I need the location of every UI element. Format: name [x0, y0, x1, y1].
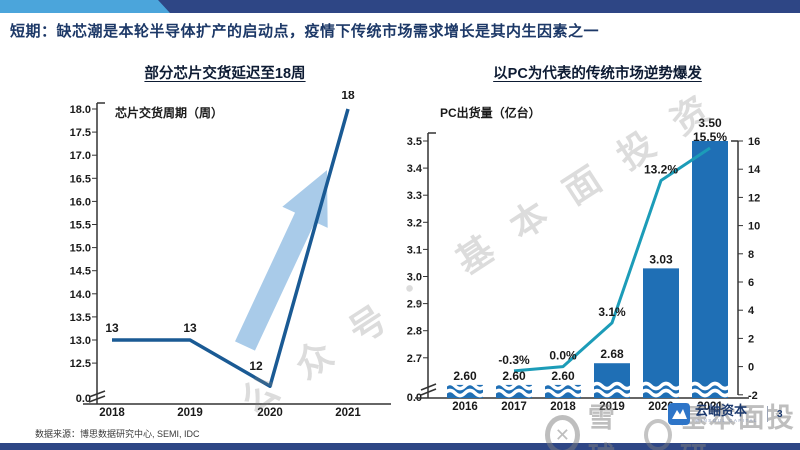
pc-shipment-bar — [643, 268, 679, 398]
svg-text:2021: 2021 — [697, 401, 723, 413]
bar-break-wave — [590, 388, 634, 398]
svg-text:12.5: 12.5 — [70, 358, 91, 370]
svg-text:-0.3%: -0.3% — [498, 353, 530, 367]
svg-text:6: 6 — [748, 277, 754, 289]
svg-text:18: 18 — [341, 91, 355, 102]
svg-text:13.0: 13.0 — [70, 335, 91, 347]
svg-text:4: 4 — [748, 305, 755, 317]
svg-text:2019: 2019 — [599, 401, 625, 413]
svg-text:2017: 2017 — [501, 401, 527, 413]
logo-text: 云岫资本 WINSOUL CAPITAL — [695, 404, 758, 424]
logo-subtext: WINSOUL CAPITAL — [695, 418, 759, 424]
bar-break-wave — [688, 388, 732, 398]
svg-text:15.0: 15.0 — [70, 243, 91, 255]
svg-text:芯片交货周期（周）: 芯片交货周期（周） — [115, 105, 223, 120]
svg-text:12: 12 — [748, 192, 760, 204]
page-title: 短期：缺芯潮是本轮半导体扩产的启动点，疫情下传统市场需求增长是其内生因素之一 — [10, 23, 600, 40]
axis-break-mark — [420, 383, 437, 391]
svg-text:0: 0 — [748, 362, 754, 374]
svg-text:14: 14 — [748, 164, 761, 176]
svg-text:13: 13 — [105, 321, 119, 335]
bar-break-wave — [492, 388, 536, 398]
svg-text:2019: 2019 — [177, 407, 203, 419]
pc-shipment-bar — [692, 141, 728, 398]
bar-break-wave — [443, 388, 487, 398]
svg-text:13.2%: 13.2% — [644, 162, 678, 176]
svg-text:-2: -2 — [748, 390, 758, 402]
svg-text:3.2: 3.2 — [407, 217, 422, 229]
bar-break-wave — [492, 381, 536, 391]
svg-text:16: 16 — [748, 136, 760, 148]
svg-text:13.5: 13.5 — [70, 312, 91, 324]
svg-text:2.7: 2.7 — [407, 353, 422, 365]
svg-text:15.5%: 15.5% — [693, 130, 727, 144]
svg-text:0.0: 0.0 — [407, 392, 422, 404]
data-source-note: 数据来源：博思数据研究中心, SEMI, IDC — [35, 429, 200, 439]
svg-text:8: 8 — [748, 249, 754, 261]
growth-rate-line — [513, 146, 711, 373]
svg-text:3.03: 3.03 — [649, 252, 673, 266]
svg-text:12: 12 — [249, 359, 263, 373]
svg-text:2020: 2020 — [648, 401, 674, 413]
svg-text:2016: 2016 — [452, 401, 478, 413]
svg-text:2: 2 — [748, 333, 754, 345]
pc-shipment-chart: PC出货量（亿台） 3.5 3.4 3.3 3.2 3.1 3.0 2.9 2.8 2.7 0.0 1… — [407, 105, 761, 413]
svg-text:18.0: 18.0 — [70, 104, 91, 116]
svg-text:2020: 2020 — [257, 407, 283, 419]
bar-break-wave — [443, 381, 487, 391]
bar-break-wave — [639, 381, 683, 391]
svg-text:3.1: 3.1 — [407, 244, 422, 256]
logo-divider — [767, 406, 769, 422]
svg-text:PC出货量（亿台）: PC出货量（亿台） — [440, 105, 541, 120]
header-band-accent — [0, 0, 170, 13]
upward-trend-arrow-icon — [235, 170, 328, 351]
svg-text:14.0: 14.0 — [70, 289, 91, 301]
axis-break-mark — [88, 390, 106, 398]
svg-text:3.5: 3.5 — [407, 136, 422, 148]
svg-text:3.1%: 3.1% — [598, 305, 626, 319]
svg-text:2.60: 2.60 — [551, 369, 575, 383]
yunxiu-capital-logo: 云岫资本 WINSOUL CAPITAL 3 — [668, 403, 783, 425]
svg-text:3.4: 3.4 — [407, 163, 423, 175]
svg-text:17.0: 17.0 — [70, 150, 91, 162]
bar-break-wave — [639, 388, 683, 398]
svg-text:15.5: 15.5 — [70, 220, 91, 232]
svg-text:2.9: 2.9 — [407, 299, 422, 311]
svg-text:2021: 2021 — [335, 407, 361, 419]
chip-lead-time-chart-panel: 部分芯片交货延迟至18周 芯片交货周期（周） 18.0 17.5 17.0 16.5 16… — [55, 62, 395, 431]
svg-text:2018: 2018 — [550, 401, 576, 413]
bar-break-wave — [590, 381, 634, 391]
logo-name: 云岫资本 — [695, 403, 748, 419]
svg-text:0.0%: 0.0% — [549, 349, 577, 363]
svg-text:2018: 2018 — [99, 407, 125, 419]
yunxiu-capital-logo-icon — [668, 403, 690, 425]
page-number: 3 — [777, 408, 783, 420]
svg-text:3.50: 3.50 — [698, 116, 722, 130]
svg-text:3.3: 3.3 — [407, 190, 422, 202]
lead-time-line — [112, 108, 350, 388]
svg-text:2.60: 2.60 — [453, 369, 477, 383]
left-chart-title: 部分芯片交货延迟至18周 — [144, 66, 306, 82]
header-band — [0, 0, 800, 13]
svg-text:16.0: 16.0 — [70, 196, 91, 208]
svg-text:0.0: 0.0 — [76, 393, 91, 405]
svg-text:3.0: 3.0 — [407, 272, 422, 284]
svg-text:17.5: 17.5 — [70, 127, 91, 139]
right-chart-title: 以PC为代表的传统市场逆势爆发 — [493, 66, 702, 82]
footer-band — [0, 443, 800, 450]
chip-lead-time-chart: 芯片交货周期（周） 18.0 17.5 17.0 16.5 16.0 15.5 15.0 14.… — [70, 91, 391, 419]
svg-text:2.60: 2.60 — [502, 369, 526, 383]
svg-text:2.68: 2.68 — [600, 347, 624, 361]
bar-break-wave — [541, 381, 585, 391]
svg-text:14.5: 14.5 — [70, 266, 91, 278]
svg-text:13: 13 — [183, 321, 197, 335]
pc-shipment-chart-panel: 以PC为代表的传统市场逆势爆发 PC出货量（亿台） 3.5 3.4 3.3 3.2 3.1… — [395, 62, 800, 431]
bar-break-wave — [541, 388, 585, 398]
svg-text:16.5: 16.5 — [70, 173, 91, 185]
bar-break-wave — [688, 381, 732, 391]
svg-text:2.8: 2.8 — [407, 326, 422, 338]
svg-text:10: 10 — [748, 221, 760, 233]
